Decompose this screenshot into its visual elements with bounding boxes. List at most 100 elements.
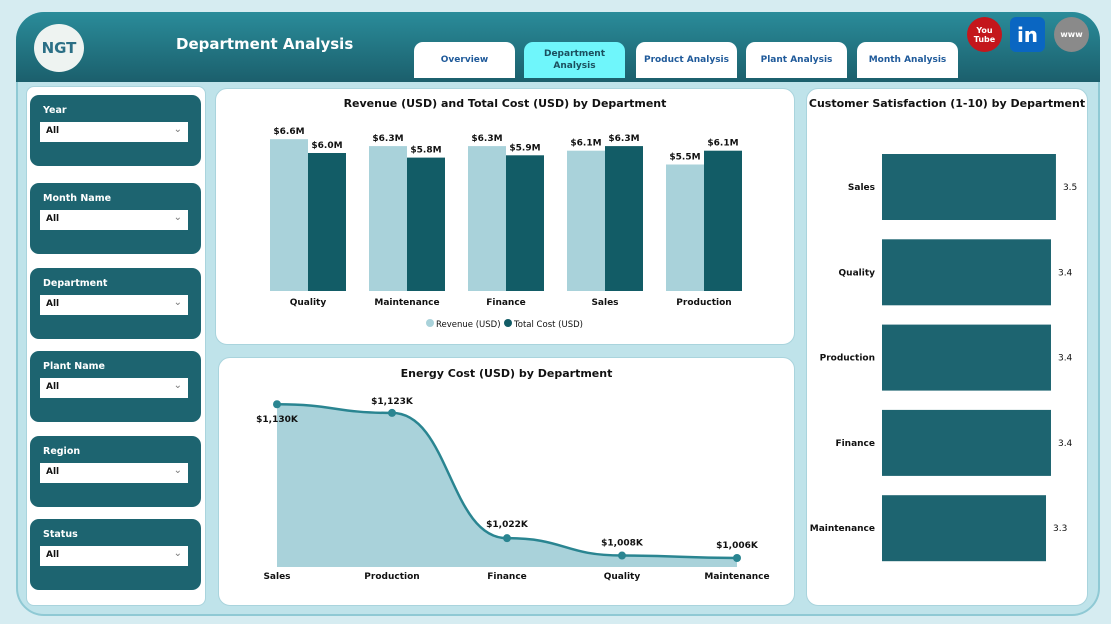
filter-dropdown[interactable]: All ⌄ <box>40 295 188 315</box>
data-label: 3.3 <box>1053 524 1067 534</box>
globe-icon[interactable]: www <box>1054 17 1089 52</box>
filter-label: Plant Name <box>43 361 105 372</box>
dropdown-value: All <box>46 126 60 136</box>
data-point[interactable] <box>273 400 281 409</box>
tab-department-analysis[interactable]: Department Analysis <box>524 42 625 78</box>
chevron-down-icon: ⌄ <box>173 212 182 223</box>
filter-region: Region All ⌄ <box>30 436 201 507</box>
ngt-logo: NGT <box>34 24 84 72</box>
page-title: Department Analysis <box>176 35 354 53</box>
x-tick-label: Production <box>364 572 419 582</box>
bar-satisfaction[interactable] <box>882 409 1051 476</box>
y-tick-label: Sales <box>848 183 875 193</box>
x-tick-label: Finance <box>486 298 526 308</box>
filter-year: Year All ⌄ <box>30 95 201 166</box>
data-point[interactable] <box>388 408 396 417</box>
legend-marker <box>426 319 434 327</box>
chevron-down-icon: ⌄ <box>173 465 182 476</box>
bar-satisfaction[interactable] <box>882 495 1047 562</box>
data-point[interactable] <box>503 534 511 543</box>
chart-title: Revenue (USD) and Total Cost (USD) by De… <box>343 97 667 110</box>
dropdown-value: All <box>46 299 60 309</box>
bar-revenue[interactable] <box>468 146 506 291</box>
bar-cost[interactable] <box>506 155 544 291</box>
bar-revenue[interactable] <box>666 164 704 292</box>
data-label: 3.4 <box>1058 439 1073 449</box>
chart-title: Energy Cost (USD) by Department <box>400 367 613 380</box>
filter-dropdown[interactable]: All ⌄ <box>40 210 188 230</box>
filter-dropdown[interactable]: All ⌄ <box>40 122 188 142</box>
data-label: $1,008K <box>601 539 644 549</box>
data-label: 3.5 <box>1063 183 1077 193</box>
energy-line <box>276 402 738 560</box>
filter-dropdown[interactable]: All ⌄ <box>40 378 188 398</box>
data-label: $1,022K <box>486 520 529 530</box>
data-label: $1,006K <box>716 541 759 551</box>
filter-label: Region <box>43 446 81 457</box>
filter-label: Status <box>43 529 78 540</box>
filter-plant-name: Plant Name All ⌄ <box>30 351 201 422</box>
data-label: $6.0M <box>311 141 342 151</box>
data-label: $5.9M <box>509 143 540 153</box>
y-tick-label: Finance <box>835 439 875 449</box>
filter-dropdown[interactable]: All ⌄ <box>40 463 188 483</box>
filter-month-name: Month Name All ⌄ <box>30 183 201 254</box>
bar-satisfaction[interactable] <box>882 324 1051 391</box>
chevron-down-icon: ⌄ <box>173 548 182 559</box>
tab-month-analysis[interactable]: Month Analysis <box>857 42 958 78</box>
bar-revenue[interactable] <box>270 139 308 291</box>
x-tick-label: Sales <box>263 572 290 582</box>
data-label: 3.4 <box>1058 268 1073 278</box>
chevron-down-icon: ⌄ <box>173 380 182 391</box>
tab-overview[interactable]: Overview <box>414 42 515 78</box>
bar-cost[interactable] <box>605 146 643 291</box>
bar-cost[interactable] <box>407 157 445 291</box>
linkedin-icon[interactable]: in <box>1010 17 1045 52</box>
filter-dropdown[interactable]: All ⌄ <box>40 546 188 566</box>
filter-label: Department <box>43 278 108 289</box>
y-tick-label: Quality <box>839 268 876 278</box>
data-label: $6.3M <box>471 134 502 144</box>
x-tick-label: Quality <box>604 572 641 582</box>
filter-label: Month Name <box>43 193 112 204</box>
tab-product-analysis[interactable]: Product Analysis <box>636 42 737 78</box>
filter-label: Year <box>43 105 67 116</box>
data-label: $6.1M <box>707 139 738 149</box>
x-tick-label: Maintenance <box>704 572 769 582</box>
filter-department: Department All ⌄ <box>30 268 201 339</box>
dropdown-value: All <box>46 382 60 392</box>
bar-satisfaction[interactable] <box>882 239 1051 306</box>
energy-area <box>277 404 737 567</box>
y-tick-label: Maintenance <box>810 524 875 534</box>
chevron-down-icon: ⌄ <box>173 124 182 135</box>
data-point[interactable] <box>618 551 626 560</box>
bar-revenue[interactable] <box>369 146 407 291</box>
dropdown-value: All <box>46 550 60 560</box>
chevron-down-icon: ⌄ <box>173 297 182 308</box>
x-tick-label: Finance <box>487 572 527 582</box>
bar-cost[interactable] <box>308 153 346 291</box>
data-label: 3.4 <box>1058 354 1073 364</box>
dropdown-value: All <box>46 467 60 477</box>
youtube-icon[interactable]: You Tube <box>967 17 1002 52</box>
data-label: $6.6M <box>273 127 304 137</box>
legend-label: Revenue (USD) <box>436 320 501 330</box>
data-label: $1,130K <box>256 415 299 425</box>
x-tick-label: Maintenance <box>374 298 439 308</box>
x-tick-label: Production <box>676 298 731 308</box>
bar-satisfaction[interactable] <box>882 154 1056 220</box>
legend-label: Total Cost (USD) <box>513 320 583 330</box>
tab-plant-analysis[interactable]: Plant Analysis <box>746 42 847 78</box>
bar-cost[interactable] <box>704 150 742 291</box>
data-label: $5.5M <box>669 153 700 163</box>
y-tick-label: Production <box>820 354 875 364</box>
data-label: $1,123K <box>371 397 414 407</box>
x-tick-label: Sales <box>591 298 618 308</box>
data-label: $6.3M <box>608 134 639 144</box>
dropdown-value: All <box>46 214 60 224</box>
filter-status: Status All ⌄ <box>30 519 201 590</box>
data-point[interactable] <box>733 554 741 562</box>
data-label: $6.1M <box>570 139 601 149</box>
bar-revenue[interactable] <box>567 150 605 291</box>
